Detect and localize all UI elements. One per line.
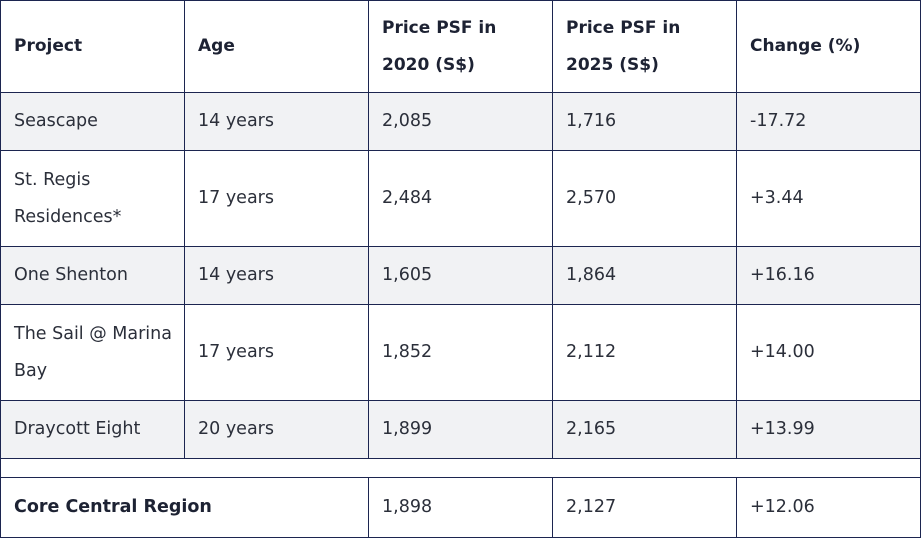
cell-project: One Shenton — [0, 246, 185, 305]
cell-change: -17.72 — [736, 92, 921, 151]
table-row: One Shenton 14 years 1,605 1,864 +16.16 — [0, 246, 921, 305]
spacer-cell — [0, 458, 921, 478]
header-change: Change (%) — [736, 0, 921, 93]
header-age: Age — [184, 0, 369, 93]
cell-age: 20 years — [184, 400, 369, 459]
cell-psf-2025: 1,716 — [552, 92, 737, 151]
table-row: The Sail @ Marina Bay 17 years 1,852 2,1… — [0, 304, 921, 401]
cell-project: Draycott Eight — [0, 400, 185, 459]
cell-change: +16.16 — [736, 246, 921, 305]
summary-label: Core Central Region — [0, 477, 369, 538]
spacer-row — [0, 458, 921, 478]
cell-change: +14.00 — [736, 304, 921, 401]
table-row: Draycott Eight 20 years 1,899 2,165 +13.… — [0, 400, 921, 459]
cell-psf-2020: 1,899 — [368, 400, 553, 459]
summary-change: +12.06 — [736, 477, 921, 538]
header-psf-2020: Price PSF in 2020 (S$) — [368, 0, 553, 93]
cell-age: 14 years — [184, 92, 369, 151]
cell-psf-2025: 1,864 — [552, 246, 737, 305]
cell-age: 14 years — [184, 246, 369, 305]
summary-psf-2025: 2,127 — [552, 477, 737, 538]
cell-psf-2020: 1,605 — [368, 246, 553, 305]
cell-psf-2025: 2,112 — [552, 304, 737, 401]
header-project: Project — [0, 0, 185, 93]
table-row: Seascape 14 years 2,085 1,716 -17.72 — [0, 92, 921, 151]
header-psf-2025: Price PSF in 2025 (S$) — [552, 0, 737, 93]
cell-project: The Sail @ Marina Bay — [0, 304, 185, 401]
table-row: St. Regis Residences* 17 years 2,484 2,5… — [0, 150, 921, 247]
cell-change: +13.99 — [736, 400, 921, 459]
cell-age: 17 years — [184, 150, 369, 247]
summary-psf-2020: 1,898 — [368, 477, 553, 538]
cell-psf-2020: 2,085 — [368, 92, 553, 151]
cell-psf-2020: 2,484 — [368, 150, 553, 247]
cell-psf-2020: 1,852 — [368, 304, 553, 401]
table-header-row: Project Age Price PSF in 2020 (S$) Price… — [0, 0, 921, 93]
cell-psf-2025: 2,570 — [552, 150, 737, 247]
cell-project: Seascape — [0, 92, 185, 151]
cell-age: 17 years — [184, 304, 369, 401]
cell-project: St. Regis Residences* — [0, 150, 185, 247]
cell-change: +3.44 — [736, 150, 921, 247]
cell-psf-2025: 2,165 — [552, 400, 737, 459]
summary-row: Core Central Region 1,898 2,127 +12.06 — [0, 477, 921, 538]
